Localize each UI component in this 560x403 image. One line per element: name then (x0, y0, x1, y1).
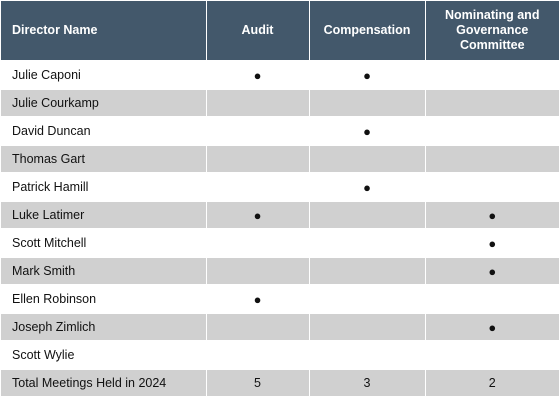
director-name: David Duncan (1, 117, 207, 146)
table-row: David Duncan ● (1, 117, 559, 146)
audit-cell (206, 173, 310, 202)
nominating-cell (425, 145, 559, 174)
director-name: Julie Caponi (1, 61, 207, 90)
header-nominating-line-2: Governance (456, 23, 529, 37)
nominating-cell: ● (425, 229, 559, 258)
nominating-cell (425, 173, 559, 202)
compensation-cell: ● (309, 173, 426, 202)
header-compensation: Compensation (309, 1, 426, 62)
director-name: Scott Mitchell (1, 229, 207, 258)
audit-cell (206, 313, 310, 342)
compensation-cell: ● (309, 117, 426, 146)
nominating-cell (425, 89, 559, 118)
table-row: Julie Courkamp (1, 89, 559, 118)
compensation-cell (309, 201, 426, 230)
table-row: Thomas Gart (1, 145, 559, 174)
header-row: Director Name Audit Compensation Nominat… (1, 1, 559, 62)
director-name: Scott Wylie (1, 341, 207, 370)
nominating-cell: ● (425, 257, 559, 286)
audit-cell (206, 145, 310, 174)
audit-cell: ● (206, 201, 310, 230)
header-nominating-line-1: Nominating and (445, 8, 540, 22)
nominating-cell (425, 341, 559, 370)
director-name: Patrick Hamill (1, 173, 207, 202)
nominating-cell (425, 285, 559, 314)
header-audit: Audit (206, 1, 310, 62)
table-row: Joseph Zimlich ● (1, 313, 559, 342)
compensation-cell (309, 285, 426, 314)
audit-cell (206, 89, 310, 118)
director-name: Joseph Zimlich (1, 313, 207, 342)
director-name: Mark Smith (1, 257, 207, 286)
audit-cell (206, 341, 310, 370)
director-name: Luke Latimer (1, 201, 207, 230)
table-row: Patrick Hamill ● (1, 173, 559, 202)
director-name: Julie Courkamp (1, 89, 207, 118)
table-row: Julie Caponi ● ● (1, 61, 559, 90)
compensation-cell (309, 145, 426, 174)
audit-cell (206, 257, 310, 286)
nominating-cell (425, 117, 559, 146)
table-row: Scott Wylie (1, 341, 559, 370)
header-nominating-line-3: Committee (459, 38, 525, 52)
table-row: Scott Mitchell ● (1, 229, 559, 258)
table-row: Luke Latimer ● ● (1, 201, 559, 230)
nominating-cell (425, 61, 559, 90)
totals-row: Total Meetings Held in 2024 5 3 2 (1, 369, 559, 398)
compensation-cell (309, 229, 426, 258)
audit-total: 5 (206, 369, 310, 398)
compensation-total: 3 (309, 369, 426, 398)
table-row: Mark Smith ● (1, 257, 559, 286)
director-name: Thomas Gart (1, 145, 207, 174)
compensation-cell (309, 313, 426, 342)
compensation-cell (309, 89, 426, 118)
totals-label: Total Meetings Held in 2024 (1, 369, 207, 398)
audit-cell: ● (206, 285, 310, 314)
header-director-name: Director Name (1, 1, 207, 62)
compensation-cell (309, 257, 426, 286)
audit-cell: ● (206, 61, 310, 90)
audit-cell (206, 229, 310, 258)
compensation-cell: ● (309, 61, 426, 90)
audit-cell (206, 117, 310, 146)
header-nominating-governance: Nominating and Governance Committee (425, 1, 559, 62)
table-row: Ellen Robinson ● (1, 285, 559, 314)
nominating-total: 2 (425, 369, 559, 398)
nominating-cell: ● (425, 201, 559, 230)
director-name: Ellen Robinson (1, 285, 207, 314)
compensation-cell (309, 341, 426, 370)
nominating-cell: ● (425, 313, 559, 342)
